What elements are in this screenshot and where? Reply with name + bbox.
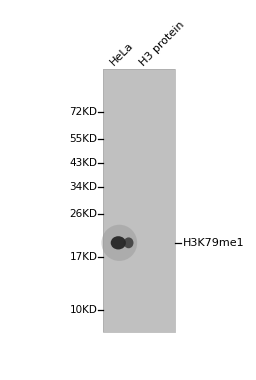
Text: 10KD: 10KD xyxy=(70,305,98,315)
Ellipse shape xyxy=(101,225,137,261)
Text: 55KD: 55KD xyxy=(69,134,98,144)
Text: 72KD: 72KD xyxy=(69,106,98,117)
Bar xyxy=(103,69,175,332)
Text: 43KD: 43KD xyxy=(69,158,98,168)
Ellipse shape xyxy=(124,238,133,248)
Bar xyxy=(103,69,175,332)
Text: H3K79me1: H3K79me1 xyxy=(183,238,244,248)
Text: 34KD: 34KD xyxy=(69,182,98,192)
Ellipse shape xyxy=(111,236,126,249)
Text: H3 protein: H3 protein xyxy=(138,19,186,68)
Text: 17KD: 17KD xyxy=(69,252,98,261)
Text: 26KD: 26KD xyxy=(69,209,98,219)
Text: HeLa: HeLa xyxy=(108,40,135,68)
